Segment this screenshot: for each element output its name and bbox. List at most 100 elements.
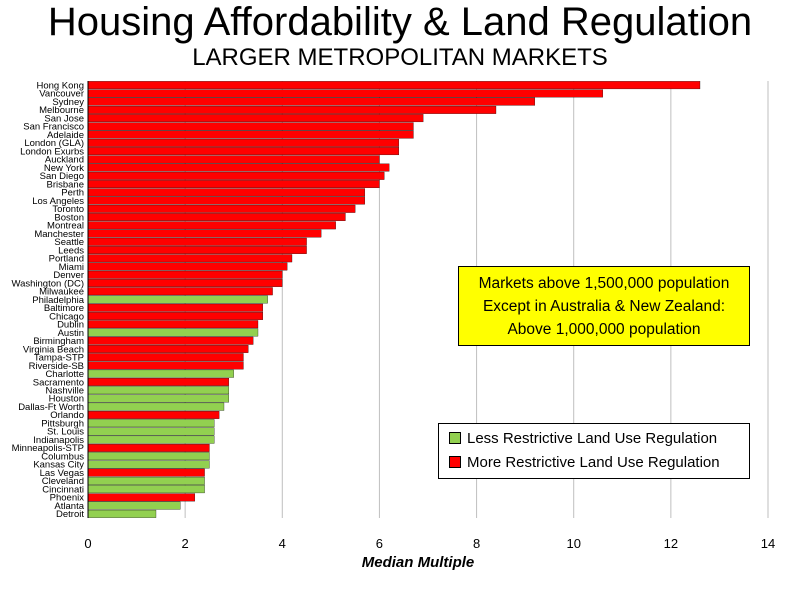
- category-label: Miami: [59, 262, 84, 273]
- category-label: Vancouver: [39, 89, 84, 100]
- category-label: Sacramento: [33, 377, 84, 388]
- bar: [87, 509, 157, 518]
- bar: [87, 493, 196, 502]
- bar: [87, 485, 205, 494]
- bar: [87, 427, 215, 436]
- bar: [87, 378, 230, 386]
- bar: [87, 468, 205, 477]
- category-label: Hong Kong: [36, 80, 84, 91]
- x-axis-label: Median Multiple: [362, 554, 475, 571]
- category-label: Atlanta: [54, 501, 84, 512]
- note-line-1: Markets above 1,500,000 population: [478, 275, 730, 292]
- category-label: Dallas-Ft Worth: [18, 402, 84, 413]
- bar: [87, 213, 346, 221]
- legend-label-less: Less Restrictive Land Use Regulation: [467, 430, 718, 447]
- category-label: Leeds: [58, 245, 84, 256]
- bars: [87, 81, 701, 518]
- bar: [87, 353, 244, 362]
- category-label: Virginia Beach: [23, 344, 84, 355]
- bar: [87, 312, 264, 320]
- category-label: Indianapolis: [33, 435, 84, 446]
- bar: [87, 97, 536, 106]
- chart-subtitle: LARGER METROPOLITAN MARKETS: [192, 44, 608, 71]
- bar: [87, 303, 264, 312]
- category-label: Melbourne: [39, 105, 84, 116]
- category-label: Minneapolis-STP: [12, 443, 84, 454]
- bar: [87, 501, 181, 510]
- category-label: Perth: [61, 188, 84, 199]
- category-label: Cincinnati: [42, 484, 84, 495]
- x-tick-label: 12: [664, 536, 678, 551]
- category-label: Toronto: [52, 204, 84, 215]
- category-label: Charlotte: [45, 369, 84, 380]
- category-label: Los Angeles: [32, 196, 84, 207]
- category-label: Birmingham: [33, 336, 84, 347]
- category-label: Dublin: [57, 320, 84, 331]
- category-label: San Diego: [40, 171, 84, 182]
- bar: [87, 361, 244, 370]
- category-label: Las Vegas: [40, 468, 85, 479]
- bar: [87, 204, 356, 213]
- category-label: Washington (DC): [11, 278, 84, 289]
- category-label: Denver: [53, 270, 84, 281]
- category-label: Brisbane: [47, 179, 85, 190]
- x-tick-label: 10: [566, 536, 580, 551]
- population-note: Markets above 1,500,000 population Excep…: [458, 266, 750, 346]
- bar: [87, 188, 366, 197]
- bar: [87, 130, 414, 139]
- bar: [87, 114, 424, 123]
- category-label: Boston: [54, 212, 84, 223]
- category-label: Montreal: [47, 221, 84, 232]
- bar: [87, 246, 307, 254]
- category-label: Columbus: [41, 451, 84, 462]
- bar: [87, 328, 259, 337]
- bar: [87, 295, 268, 304]
- category-label: Portland: [49, 254, 84, 265]
- legend: Less Restrictive Land Use Regulation Mor…: [438, 423, 750, 479]
- category-label: Auckland: [45, 155, 84, 166]
- bar: [87, 221, 336, 230]
- category-label: St. Louis: [47, 427, 84, 438]
- bar: [87, 410, 220, 419]
- note-line-3: Above 1,000,000 population: [507, 321, 701, 338]
- bar: [87, 237, 307, 246]
- bar: [87, 279, 283, 287]
- category-label: Kansas City: [33, 460, 84, 471]
- bar: [87, 171, 385, 180]
- category-label: San Jose: [44, 113, 84, 124]
- bar: [87, 155, 380, 164]
- bar: [87, 435, 215, 444]
- category-label: San Francisco: [23, 122, 84, 133]
- bar: [87, 163, 390, 172]
- category-label: Detroit: [56, 509, 84, 520]
- category-label: Milwaukee: [39, 287, 84, 298]
- bar: [87, 122, 414, 131]
- x-tick-label: 2: [182, 536, 189, 551]
- bar: [87, 262, 288, 271]
- category-label: Manchester: [34, 229, 84, 240]
- category-label: New York: [44, 163, 84, 174]
- bar: [87, 270, 283, 279]
- bar: [87, 386, 230, 395]
- bar: [87, 196, 366, 205]
- category-label: Seattle: [54, 237, 84, 248]
- bar: [87, 419, 215, 428]
- bar: [87, 254, 293, 263]
- bar: [87, 89, 604, 98]
- category-label: London (GLA): [24, 138, 84, 149]
- bar: [87, 336, 254, 345]
- category-label: Nashville: [45, 385, 84, 396]
- category-label: Orlando: [50, 410, 84, 421]
- legend-swatch-less: [449, 432, 461, 445]
- x-tick-label: 14: [761, 536, 775, 551]
- bar: [87, 105, 497, 114]
- category-label: Tampa-STP: [34, 353, 84, 364]
- bar: [87, 81, 701, 90]
- note-line-2: Except in Australia & New Zealand:: [482, 298, 726, 315]
- x-tick-label: 8: [473, 536, 480, 551]
- category-label: Pittsburgh: [41, 418, 84, 429]
- category-label: Austin: [58, 328, 84, 339]
- bar: [87, 287, 273, 296]
- category-label: Philadelphia: [32, 295, 84, 306]
- bar: [87, 147, 400, 156]
